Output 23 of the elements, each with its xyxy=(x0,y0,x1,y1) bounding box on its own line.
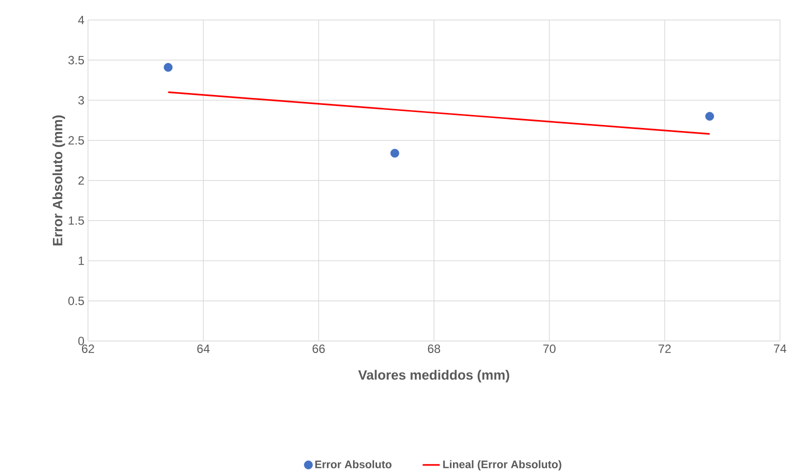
x-tick-label: 64 xyxy=(197,344,210,353)
y-tick-label: 2.5 xyxy=(68,136,84,145)
y-tick-label: 2 xyxy=(78,176,84,185)
x-tick-label: 74 xyxy=(774,344,786,353)
x-tick-label: 72 xyxy=(658,344,671,353)
x-axis-title: Valores mediddos (mm) xyxy=(358,370,510,382)
point xyxy=(164,62,173,72)
y-tick-label: 4 xyxy=(78,16,84,24)
x-tick-label: 68 xyxy=(428,344,440,353)
point xyxy=(390,148,400,158)
y-tick-label: 3.5 xyxy=(68,56,84,64)
x-tick-label: 70 xyxy=(543,344,556,353)
legend-label: Error Absoluto xyxy=(315,460,392,468)
y-tick-label: 1 xyxy=(78,256,84,265)
y-tick-label: 0 xyxy=(78,336,84,346)
legend-label: Lineal (Error Absoluto) xyxy=(443,460,562,470)
y-tick-label: 0.5 xyxy=(68,296,84,306)
x-tick-label: 66 xyxy=(312,344,325,353)
y-tick-label: 1.5 xyxy=(68,216,84,225)
y-tick-label: 3 xyxy=(78,96,84,104)
x-tick-label: 62 xyxy=(82,344,94,353)
point xyxy=(705,112,714,121)
y-axis-title: Error Absoluto (mm) xyxy=(52,115,66,246)
